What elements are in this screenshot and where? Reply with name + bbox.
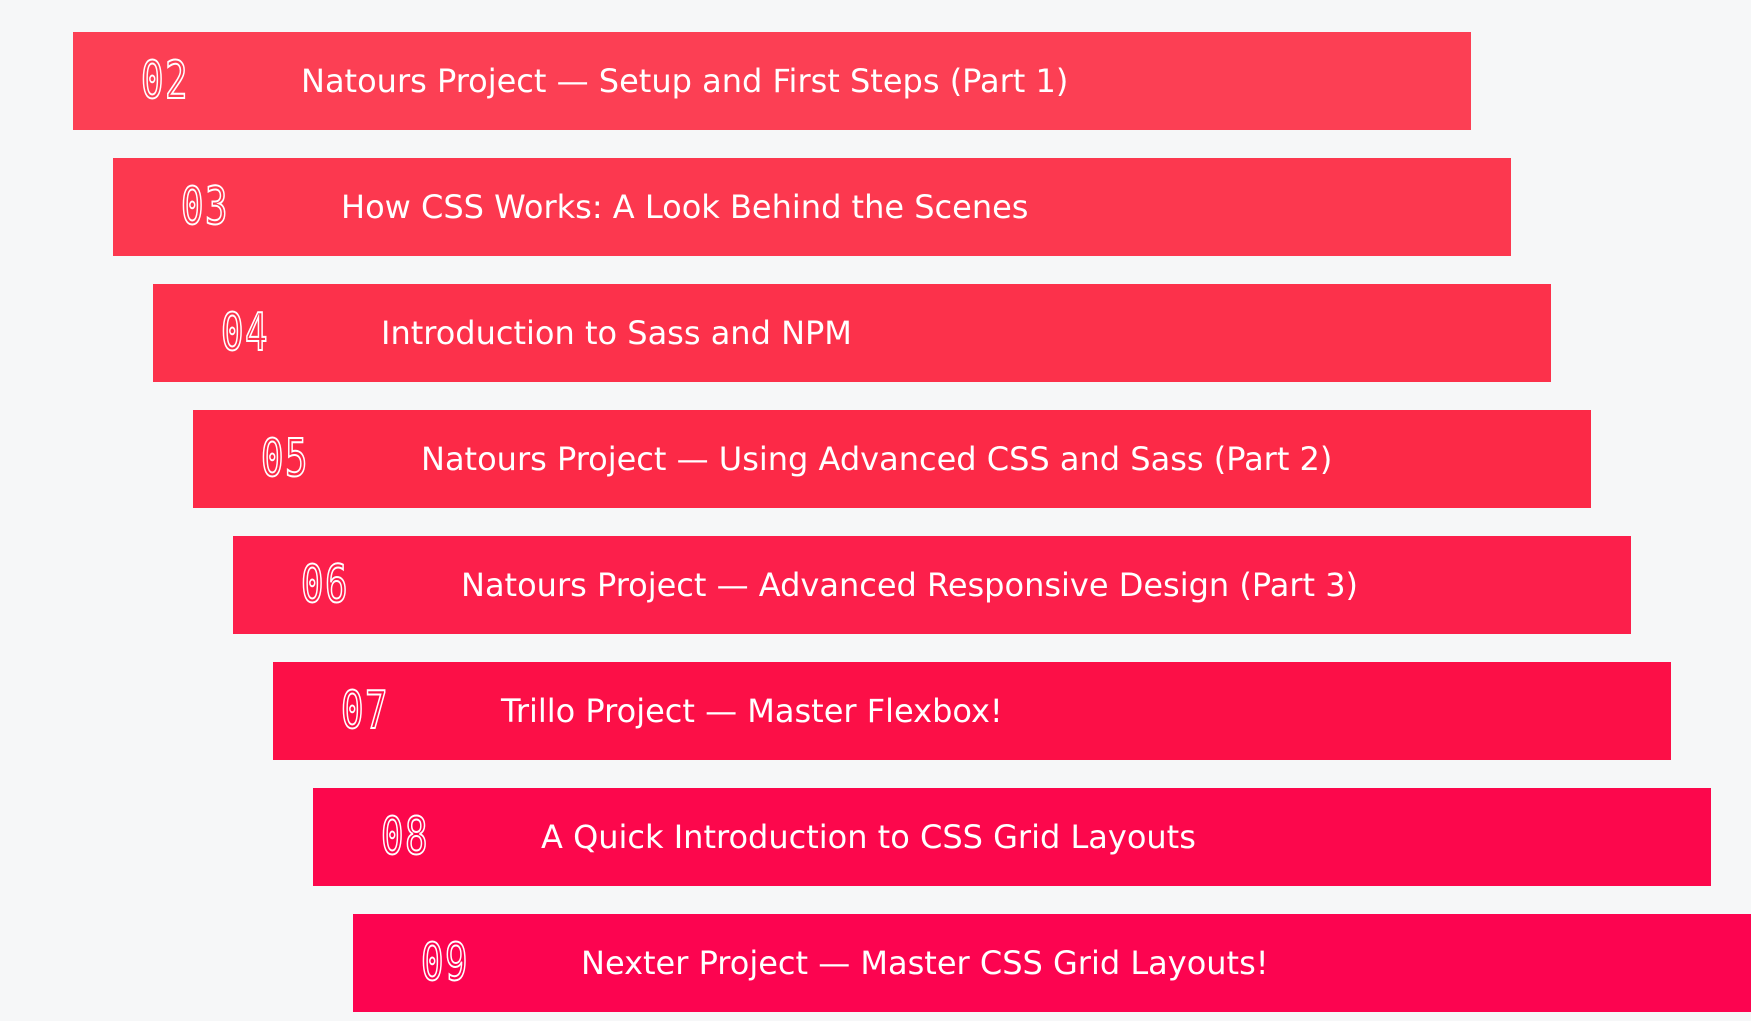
section-title: A Quick Introduction to CSS Grid Layouts xyxy=(541,818,1196,856)
section-number: 05 xyxy=(260,429,309,489)
section-title: Introduction to Sass and NPM xyxy=(381,314,852,352)
section-number: 08 xyxy=(380,807,429,867)
section-number: 02 xyxy=(140,51,189,111)
section-title: How CSS Works: A Look Behind the Scenes xyxy=(341,188,1029,226)
section-bar-09[interactable]: 09 Nexter Project — Master CSS Grid Layo… xyxy=(353,914,1751,1012)
section-bar-04[interactable]: 04 Introduction to Sass and NPM xyxy=(153,284,1551,382)
section-bar-06[interactable]: 06 Natours Project — Advanced Responsive… xyxy=(233,536,1631,634)
section-title: Natours Project — Setup and First Steps … xyxy=(301,62,1069,100)
section-bar-08[interactable]: 08 A Quick Introduction to CSS Grid Layo… xyxy=(313,788,1711,886)
section-bar-07[interactable]: 07 Trillo Project — Master Flexbox! xyxy=(273,662,1671,760)
section-bar-02[interactable]: 02 Natours Project — Setup and First Ste… xyxy=(73,32,1471,130)
section-number: 07 xyxy=(340,681,389,741)
section-number: 04 xyxy=(220,303,269,363)
section-title: Natours Project — Using Advanced CSS and… xyxy=(421,440,1333,478)
section-number: 06 xyxy=(300,555,349,615)
section-number: 03 xyxy=(180,177,229,237)
section-title: Trillo Project — Master Flexbox! xyxy=(501,692,1003,730)
section-bar-03[interactable]: 03 How CSS Works: A Look Behind the Scen… xyxy=(113,158,1511,256)
section-title: Nexter Project — Master CSS Grid Layouts… xyxy=(581,944,1269,982)
section-number: 09 xyxy=(420,933,469,993)
section-bar-05[interactable]: 05 Natours Project — Using Advanced CSS … xyxy=(193,410,1591,508)
section-title: Natours Project — Advanced Responsive De… xyxy=(461,566,1359,604)
